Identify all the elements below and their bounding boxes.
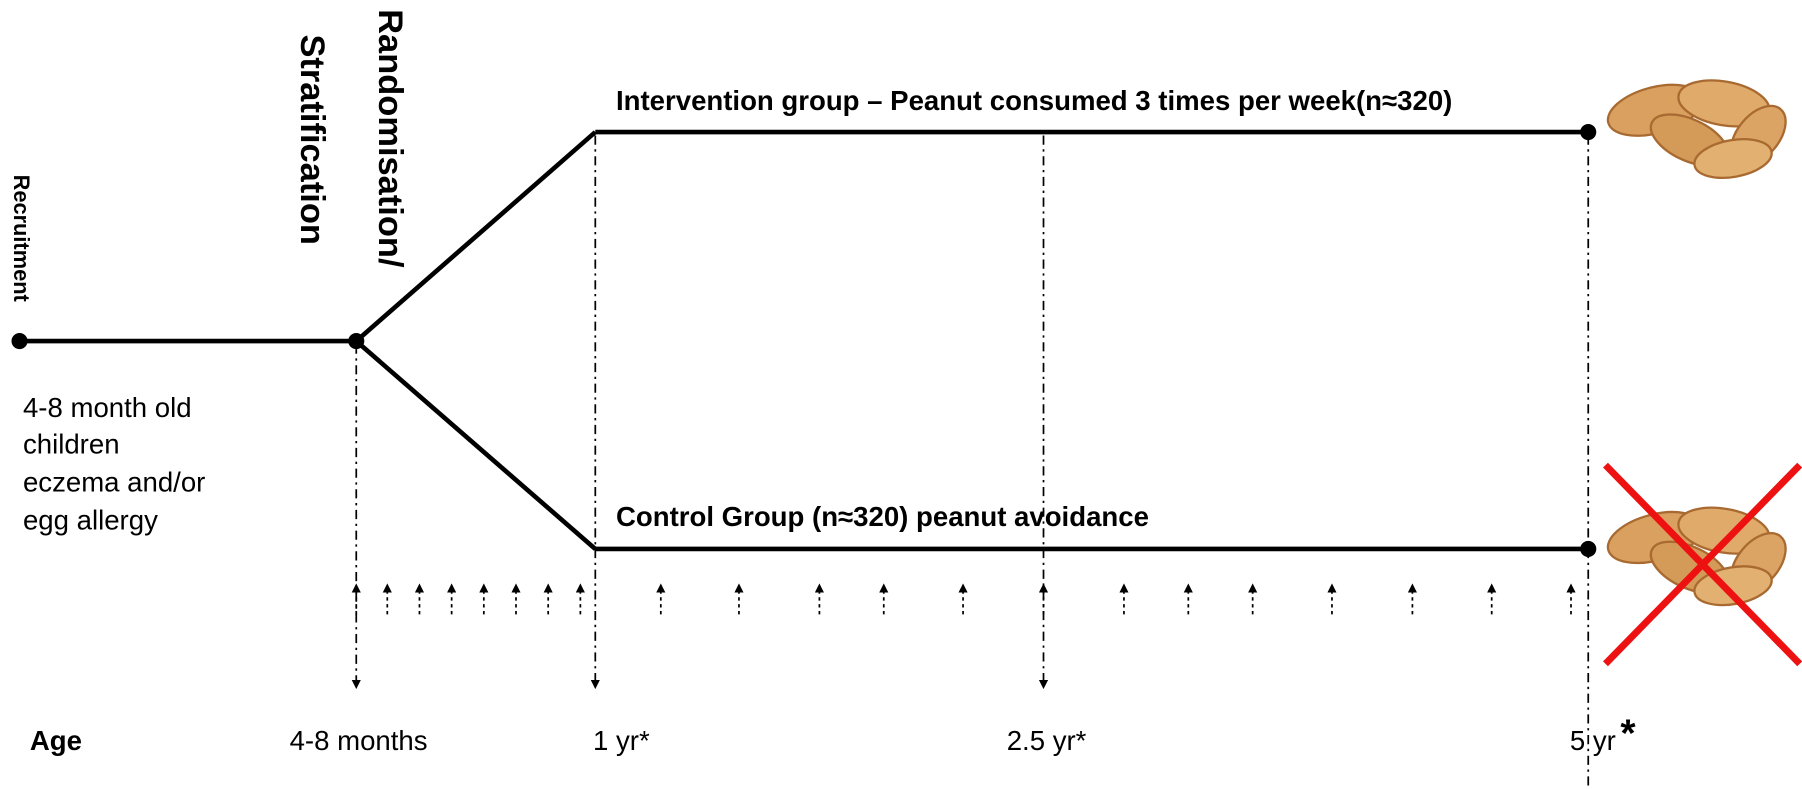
control-label: Control Group (n≈320) peanut avoidance bbox=[616, 501, 1149, 532]
peanut-image bbox=[1601, 499, 1798, 612]
age-point: 4-8 months bbox=[290, 725, 428, 756]
age-point: 1 yr* bbox=[593, 725, 650, 756]
intervention-label: Intervention group – Peanut consumed 3 t… bbox=[616, 85, 1452, 116]
inclusion: 4-8 month old children eczema and/or egg… bbox=[23, 392, 205, 536]
age-point: 5 yr bbox=[1570, 725, 1616, 756]
age-asterisk: * bbox=[1620, 713, 1636, 756]
inclusion-line: egg allergy bbox=[23, 504, 158, 535]
randomisation-label: Randomisation/ bbox=[371, 9, 409, 268]
visit-arrows bbox=[351, 583, 1576, 615]
inclusion-line: 4-8 month old bbox=[23, 392, 192, 423]
age-point: 2.5 yr* bbox=[1007, 725, 1087, 756]
age-label: Age bbox=[30, 725, 82, 756]
timeline bbox=[19, 129, 1589, 552]
inclusion-line: eczema and/or bbox=[23, 467, 205, 498]
inclusion-line: children bbox=[23, 429, 120, 460]
nodes bbox=[11, 124, 1597, 558]
peanut-image bbox=[1601, 72, 1798, 185]
randomisation-label: Stratification bbox=[293, 34, 331, 245]
time-markers bbox=[351, 135, 1590, 789]
avoid-cross bbox=[1603, 462, 1802, 667]
recruitment-label: Recruitment bbox=[9, 175, 34, 302]
